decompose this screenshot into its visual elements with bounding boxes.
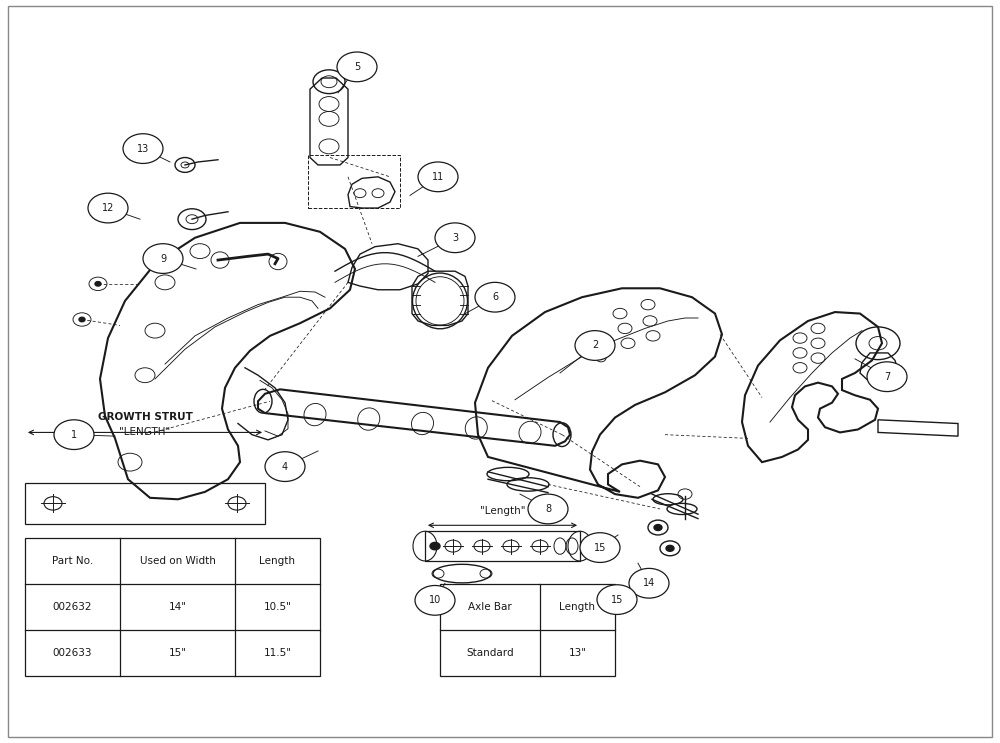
Circle shape (654, 525, 662, 531)
Text: 002632: 002632 (53, 602, 92, 612)
Circle shape (418, 162, 458, 192)
Text: 12: 12 (102, 203, 114, 213)
Text: 4: 4 (282, 461, 288, 472)
Text: 10.5": 10.5" (264, 602, 291, 612)
Text: Length: Length (560, 602, 596, 612)
Text: 002633: 002633 (53, 648, 92, 658)
Bar (440, 584, 615, 676)
Text: 8: 8 (545, 504, 551, 514)
Circle shape (575, 331, 615, 360)
Circle shape (666, 545, 674, 551)
Circle shape (430, 542, 440, 550)
Text: 15": 15" (168, 648, 186, 658)
Circle shape (143, 244, 183, 273)
Circle shape (867, 362, 907, 392)
Circle shape (265, 452, 305, 481)
Text: 13": 13" (568, 648, 586, 658)
Circle shape (415, 585, 455, 615)
Text: 1: 1 (71, 429, 77, 440)
Bar (425, 531, 580, 561)
Bar (25, 538, 320, 676)
Circle shape (337, 52, 377, 82)
Text: Length: Length (259, 556, 295, 566)
Text: Part No.: Part No. (52, 556, 93, 566)
Text: Used on Width: Used on Width (140, 556, 215, 566)
Text: 2: 2 (592, 340, 598, 351)
Circle shape (95, 282, 101, 286)
Text: 15: 15 (611, 594, 623, 605)
Text: 6: 6 (492, 292, 498, 302)
Text: GROWTH STRUT: GROWTH STRUT (98, 412, 192, 422)
Text: "Length": "Length" (480, 507, 525, 516)
Circle shape (475, 282, 515, 312)
Text: Axle Bar: Axle Bar (468, 602, 512, 612)
Text: 3: 3 (452, 233, 458, 243)
Bar (25, 483, 265, 524)
Circle shape (88, 193, 128, 223)
Circle shape (528, 494, 568, 524)
Text: 5: 5 (354, 62, 360, 72)
Circle shape (580, 533, 620, 562)
Text: 10: 10 (429, 595, 441, 606)
Text: 11.5": 11.5" (263, 648, 291, 658)
Text: 11: 11 (432, 172, 444, 182)
Text: 9: 9 (160, 253, 166, 264)
Circle shape (79, 317, 85, 322)
Text: 13: 13 (137, 143, 149, 154)
Circle shape (123, 134, 163, 163)
Bar (308, 155, 400, 208)
Text: "LENGTH": "LENGTH" (119, 427, 171, 437)
Text: 14": 14" (168, 602, 186, 612)
Circle shape (597, 585, 637, 614)
Circle shape (629, 568, 669, 598)
Circle shape (435, 223, 475, 253)
Text: 15: 15 (594, 542, 606, 553)
Text: 14: 14 (643, 578, 655, 588)
Text: 7: 7 (884, 372, 890, 382)
Circle shape (54, 420, 94, 450)
Text: Standard: Standard (466, 648, 514, 658)
